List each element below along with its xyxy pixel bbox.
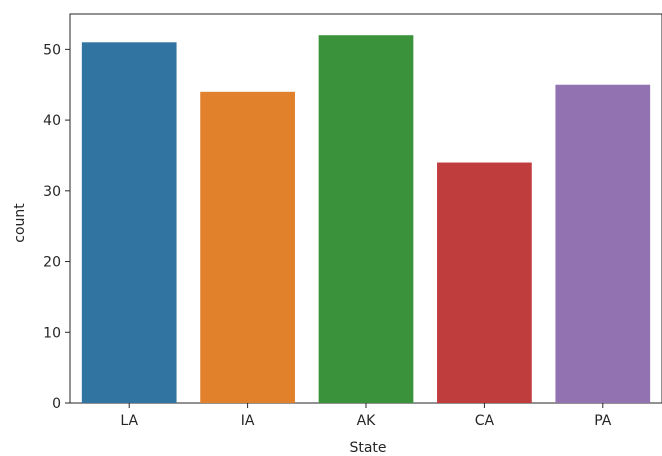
x-axis: LA IA AK CA PA <box>120 403 612 429</box>
y-axis: 0 10 20 30 40 50 <box>43 42 70 412</box>
bar-ak <box>318 35 414 403</box>
bar-pa <box>555 84 651 403</box>
x-tick-label: CA <box>475 413 495 429</box>
bars <box>81 35 651 404</box>
y-tick-label: 50 <box>43 42 61 58</box>
x-tick-label: LA <box>120 413 138 429</box>
y-tick-label: 10 <box>43 325 61 341</box>
x-tick-label: AK <box>357 413 377 429</box>
bar-ia <box>200 91 295 404</box>
x-axis-title: State <box>349 440 386 456</box>
x-tick-label: IA <box>241 413 255 429</box>
y-tick-label: 20 <box>43 255 61 271</box>
bar-ca <box>437 162 532 403</box>
bar-la <box>81 42 177 403</box>
y-tick-label: 40 <box>43 113 61 129</box>
y-tick-label: 30 <box>43 184 61 200</box>
y-tick-label: 0 <box>52 396 61 412</box>
y-axis-title: count <box>12 203 28 243</box>
x-tick-label: PA <box>594 413 612 429</box>
